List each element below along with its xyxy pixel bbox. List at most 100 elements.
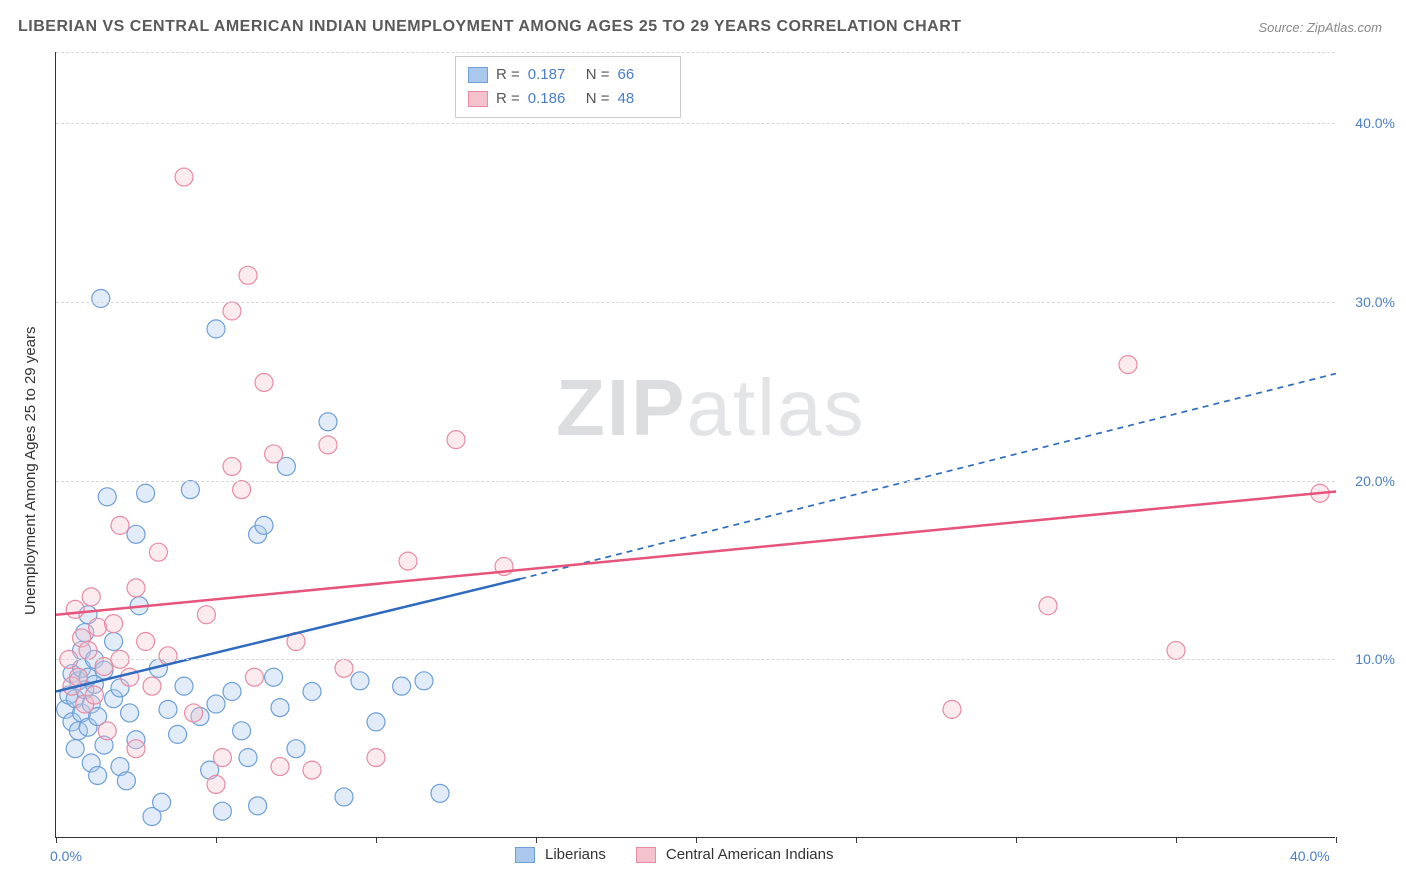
scatter-point: [66, 600, 84, 618]
scatter-point: [367, 713, 385, 731]
y-tick-label: 30.0%: [1355, 294, 1395, 310]
x-tick: [216, 837, 217, 843]
scatter-point: [79, 668, 97, 686]
scatter-point: [175, 677, 193, 695]
scatter-point: [69, 672, 87, 690]
scatter-point: [111, 516, 129, 534]
scatter-point: [233, 481, 251, 499]
scatter-point: [245, 668, 263, 686]
x-tick: [856, 837, 857, 843]
chart-svg: [56, 52, 1336, 838]
scatter-point: [89, 766, 107, 784]
gridline: [56, 52, 1335, 53]
trend-line-dashed: [520, 374, 1336, 579]
scatter-point: [95, 661, 113, 679]
scatter-point: [393, 677, 411, 695]
legend-r-label: R =: [496, 87, 520, 111]
scatter-point: [201, 761, 219, 779]
x-tick: [1336, 837, 1337, 843]
y-tick-label: 20.0%: [1355, 473, 1395, 489]
scatter-point: [105, 633, 123, 651]
scatter-point: [335, 788, 353, 806]
gridline: [56, 123, 1335, 124]
scatter-point: [207, 320, 225, 338]
scatter-point: [213, 749, 231, 767]
scatter-point: [130, 597, 148, 615]
scatter-point: [82, 754, 100, 772]
scatter-point: [85, 686, 103, 704]
scatter-point: [207, 775, 225, 793]
scatter-point: [76, 681, 94, 699]
legend-stats: R =0.187N =66R =0.186N =48: [455, 56, 681, 118]
x-tick: [56, 837, 57, 843]
scatter-point: [95, 736, 113, 754]
scatter-point: [73, 704, 91, 722]
scatter-point: [149, 543, 167, 561]
scatter-point: [271, 758, 289, 776]
scatter-point: [73, 659, 91, 677]
scatter-point: [169, 725, 187, 743]
scatter-point: [82, 588, 100, 606]
scatter-point: [303, 761, 321, 779]
scatter-point: [143, 677, 161, 695]
trend-line: [56, 579, 520, 692]
scatter-point: [1311, 484, 1329, 502]
scatter-point: [143, 808, 161, 826]
scatter-point: [159, 700, 177, 718]
scatter-point: [69, 668, 87, 686]
scatter-point: [105, 690, 123, 708]
scatter-point: [127, 731, 145, 749]
scatter-point: [66, 690, 84, 708]
scatter-point: [159, 647, 177, 665]
scatter-point: [76, 695, 94, 713]
trend-line: [56, 491, 1336, 614]
scatter-point: [175, 168, 193, 186]
x-tick: [696, 837, 697, 843]
scatter-point: [447, 431, 465, 449]
legend-stats-row: R =0.187N =66: [468, 63, 668, 87]
gridline: [56, 659, 1335, 660]
scatter-point: [117, 772, 135, 790]
x-tick: [376, 837, 377, 843]
scatter-point: [69, 722, 87, 740]
scatter-point: [63, 665, 81, 683]
scatter-point: [277, 457, 295, 475]
y-tick-label: 40.0%: [1355, 115, 1395, 131]
scatter-point: [111, 679, 129, 697]
scatter-point: [121, 704, 139, 722]
scatter-point: [85, 675, 103, 693]
scatter-point: [1039, 597, 1057, 615]
scatter-point: [239, 266, 257, 284]
scatter-point: [303, 683, 321, 701]
scatter-point: [265, 445, 283, 463]
legend-series: LiberiansCentral American Indians: [515, 846, 853, 863]
scatter-point: [367, 749, 385, 767]
scatter-point: [79, 641, 97, 659]
scatter-point: [153, 793, 171, 811]
scatter-point: [73, 629, 91, 647]
legend-n-value: 66: [618, 63, 668, 87]
scatter-point: [60, 686, 78, 704]
scatter-point: [82, 695, 100, 713]
source-label: Source: ZipAtlas.com: [1258, 20, 1382, 35]
scatter-point: [255, 516, 273, 534]
scatter-point: [943, 700, 961, 718]
scatter-point: [223, 302, 241, 320]
scatter-point: [431, 784, 449, 802]
x-tick: [536, 837, 537, 843]
scatter-point: [98, 488, 116, 506]
plot-area: ZIPatlas 10.0%20.0%30.0%40.0%: [55, 52, 1335, 838]
scatter-point: [137, 484, 155, 502]
scatter-point: [73, 641, 91, 659]
legend-r-value: 0.186: [528, 87, 578, 111]
scatter-point: [233, 722, 251, 740]
legend-r-value: 0.187: [528, 63, 578, 87]
scatter-point: [335, 659, 353, 677]
scatter-point: [111, 758, 129, 776]
x-tick: [1016, 837, 1017, 843]
legend-series-label: Central American Indians: [666, 846, 834, 863]
scatter-point: [287, 740, 305, 758]
scatter-point: [249, 797, 267, 815]
scatter-point: [271, 699, 289, 717]
legend-swatch: [468, 67, 488, 83]
